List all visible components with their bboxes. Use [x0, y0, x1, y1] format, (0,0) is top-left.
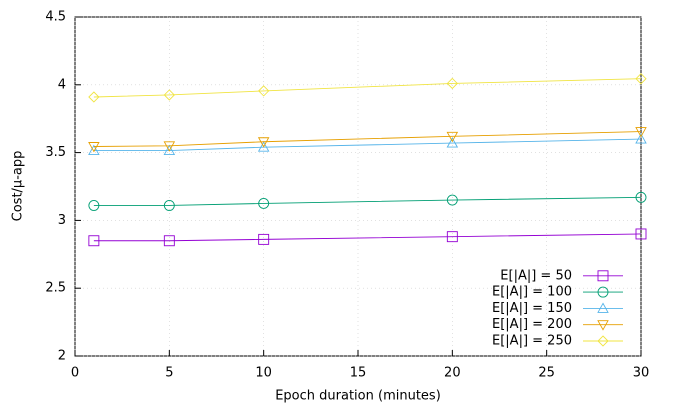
y-tick-label: 3	[58, 213, 66, 228]
y-tick-label: 3.5	[45, 145, 66, 160]
marker	[88, 200, 100, 211]
y-tick-label: 4	[58, 77, 66, 92]
marker	[88, 144, 100, 156]
x-tick-label: 20	[444, 366, 461, 381]
marker	[446, 194, 458, 206]
marker	[88, 142, 100, 153]
marker	[446, 137, 459, 148]
marker	[163, 200, 175, 211]
legend-marker	[597, 270, 609, 282]
marker	[257, 141, 270, 152]
y-tick-label: 2.5	[45, 281, 66, 296]
x-tick-label: 10	[255, 366, 272, 381]
series-line	[93, 233, 642, 242]
marker	[635, 228, 647, 240]
marker	[257, 137, 270, 148]
marker	[163, 144, 176, 156]
y-axis-label: Cost/μ-app	[11, 151, 26, 222]
legend-label: E[|A|] = 150	[492, 301, 572, 316]
marker	[446, 131, 459, 143]
x-tick-label: 5	[165, 366, 173, 381]
x-tick-label: 30	[633, 366, 650, 381]
legend-marker	[597, 286, 609, 298]
marker	[635, 73, 647, 85]
marker	[163, 235, 175, 247]
legend-marker	[597, 320, 609, 331]
marker	[258, 197, 270, 209]
marker	[258, 85, 270, 97]
y-tick-label: 4.5	[45, 10, 66, 25]
marker	[88, 91, 100, 103]
series-line	[93, 131, 642, 147]
x-tick-label: 25	[538, 366, 555, 381]
legend-label: E[|A|] = 50	[500, 268, 572, 283]
x-tick-label: 0	[71, 366, 79, 381]
marker	[635, 133, 647, 144]
series-line	[93, 196, 642, 206]
marker	[635, 127, 647, 138]
marker	[163, 141, 176, 152]
marker	[163, 89, 175, 101]
marker	[635, 191, 647, 203]
x-tick-label: 15	[350, 366, 367, 381]
legend-label: E[|A|] = 200	[492, 317, 572, 332]
legend-marker	[597, 302, 609, 313]
y-tick-label: 2	[58, 349, 66, 364]
series-line	[93, 78, 642, 98]
legend-label: E[|A|] = 250	[492, 334, 572, 349]
marker	[446, 77, 458, 90]
marker	[258, 233, 270, 245]
x-axis-label: Epoch duration (minutes)	[275, 389, 441, 404]
series-line	[93, 138, 642, 152]
legend-label: E[|A|] = 100	[492, 285, 572, 300]
marker	[446, 231, 458, 243]
legend-marker	[597, 335, 609, 347]
marker	[88, 235, 100, 247]
